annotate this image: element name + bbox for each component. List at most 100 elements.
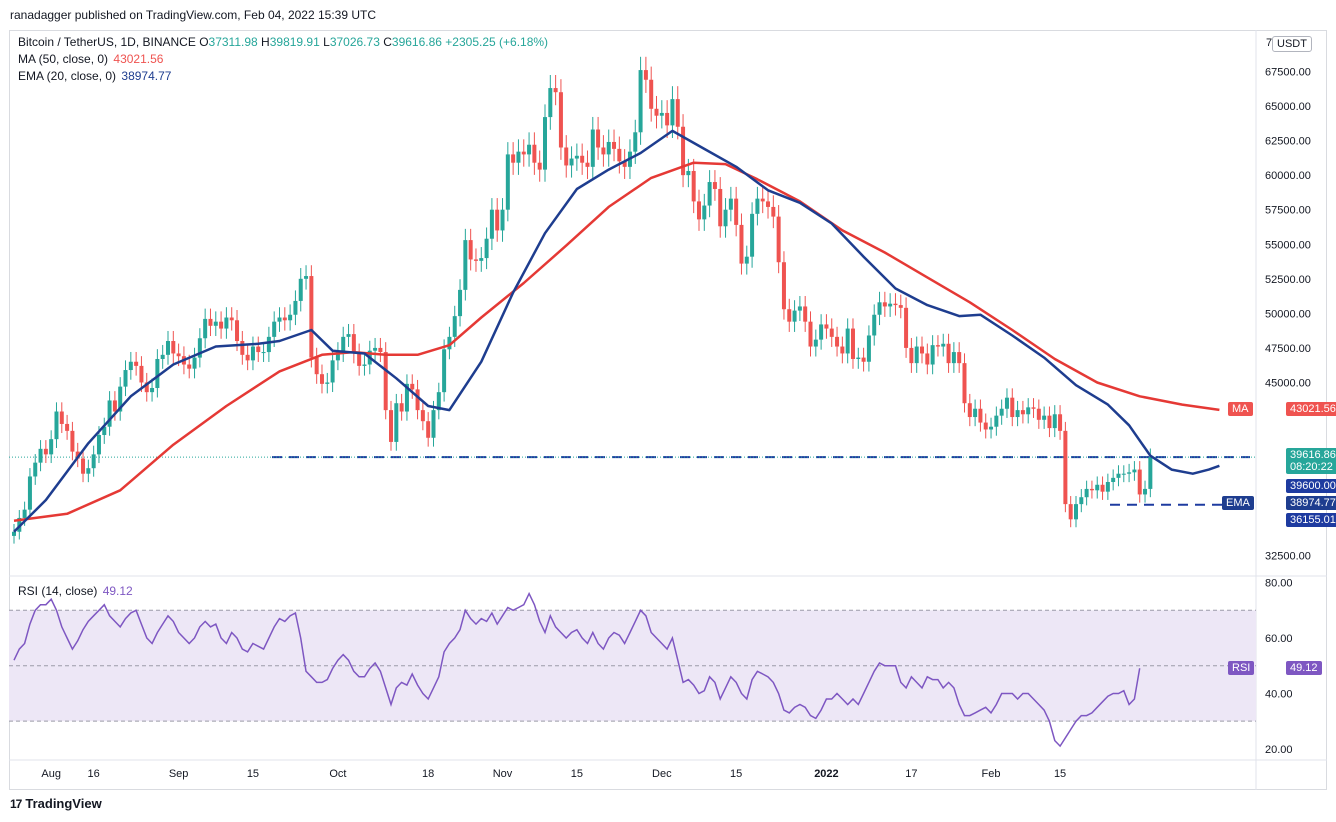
- candle-body: [500, 209, 505, 231]
- candle-body: [925, 353, 930, 365]
- candle-body: [102, 426, 107, 436]
- candle-body: [447, 336, 452, 350]
- tradingview-logo: 17: [10, 797, 22, 811]
- candle-body: [330, 360, 335, 383]
- time-tick-label: 15: [571, 768, 583, 780]
- candle-body: [139, 365, 144, 383]
- candle-body: [511, 154, 516, 163]
- ema-label: EMA (20, close, 0): [18, 69, 117, 83]
- candle-body: [532, 144, 537, 163]
- candle-body: [75, 451, 80, 459]
- candle-body: [1116, 473, 1121, 478]
- candle-body: [617, 148, 622, 162]
- candle-body: [935, 345, 940, 347]
- candle-body: [882, 302, 887, 307]
- candle-body: [256, 346, 261, 353]
- candle-body: [240, 341, 245, 355]
- candle-body: [282, 317, 287, 321]
- candle-body: [192, 357, 197, 369]
- price-tick-label: 47500.00: [1265, 343, 1311, 355]
- candle-body: [1121, 473, 1126, 475]
- footer-brand[interactable]: 17 TradingView: [10, 796, 102, 811]
- price-tick-label: 65000.00: [1265, 101, 1311, 113]
- candle-body: [771, 206, 776, 217]
- publisher-text: ranadagger published on TradingView.com,…: [10, 8, 377, 22]
- candle-body: [277, 317, 282, 322]
- candle-body: [266, 336, 271, 353]
- candle-body: [1111, 477, 1116, 483]
- time-tick-label: Aug: [41, 768, 61, 780]
- candle-body: [272, 321, 277, 337]
- candle-body: [426, 421, 431, 438]
- candle-body: [1052, 414, 1057, 429]
- candle-body: [920, 346, 925, 354]
- candle-body: [612, 141, 617, 149]
- currency-badge[interactable]: USDT: [1272, 36, 1312, 52]
- candle-body: [436, 392, 441, 411]
- ma-legend: MA (50, close, 0) 43021.56: [18, 52, 163, 66]
- candle-body: [872, 314, 877, 336]
- ma-label: MA (50, close, 0): [18, 52, 109, 66]
- candle-body: [702, 205, 707, 220]
- candle-body: [155, 358, 160, 389]
- candle-body: [835, 336, 840, 347]
- candle-body: [1058, 414, 1063, 431]
- rsi-tick-label: 40.00: [1265, 688, 1293, 700]
- candle-body: [107, 400, 112, 427]
- price-tick-label: 52500.00: [1265, 274, 1311, 286]
- ma-value: 43021.56: [113, 52, 164, 66]
- candle-body: [850, 328, 855, 359]
- candle-body: [389, 410, 394, 442]
- ema20-line: [13, 129, 1220, 533]
- candle-body: [261, 352, 266, 354]
- candle-body: [904, 307, 909, 348]
- candle-body: [585, 162, 590, 167]
- candle-body: [484, 238, 489, 259]
- ema-axis-value: 38974.77: [1286, 496, 1336, 510]
- candle-body: [707, 182, 712, 206]
- low-label: L: [323, 35, 330, 49]
- candle-body: [553, 88, 558, 93]
- low-value: 37026.73: [329, 35, 380, 49]
- candle-body: [1074, 504, 1078, 520]
- candle-body: [696, 201, 701, 220]
- open-label: O: [199, 35, 209, 49]
- candle-body: [22, 509, 27, 518]
- candle-body: [1047, 415, 1052, 429]
- candle-body: [118, 386, 123, 412]
- candle-body: [489, 209, 494, 239]
- candle-body: [574, 155, 579, 159]
- candle-body: [59, 411, 64, 424]
- candle-body: [1148, 457, 1153, 489]
- candle-body: [399, 403, 404, 412]
- candle-body: [410, 383, 415, 390]
- candle-body: [643, 70, 648, 80]
- brand-name: TradingView: [25, 796, 102, 811]
- candle-body: [856, 357, 861, 359]
- time-tick-label: Feb: [982, 768, 1001, 780]
- candle-body: [319, 374, 324, 384]
- candle-body: [750, 213, 755, 257]
- rsi-line: [13, 591, 1141, 748]
- close-value: 39616.86: [391, 35, 442, 49]
- open-value: 37311.98: [208, 35, 258, 49]
- candle-body: [734, 198, 739, 225]
- candle-body: [999, 408, 1004, 416]
- candle-body: [548, 88, 553, 118]
- candle-body: [739, 224, 744, 264]
- support-36155-tag: 36155.01: [1286, 513, 1336, 527]
- candle-body: [208, 318, 213, 326]
- price-tick-label: 45000.00: [1265, 377, 1311, 389]
- candle-body: [288, 314, 293, 321]
- candle-body: [505, 154, 510, 210]
- candle-body: [235, 320, 240, 342]
- candle-body: [1004, 397, 1009, 409]
- candle-body: [479, 258, 484, 261]
- candle-body: [86, 468, 91, 474]
- price-tick-label-top: 7: [1266, 37, 1272, 49]
- rsi-label: RSI (14, close): [18, 584, 98, 598]
- candle-body: [203, 318, 208, 339]
- rsi-tick-label: 80.00: [1265, 578, 1293, 590]
- candle-body: [766, 201, 771, 207]
